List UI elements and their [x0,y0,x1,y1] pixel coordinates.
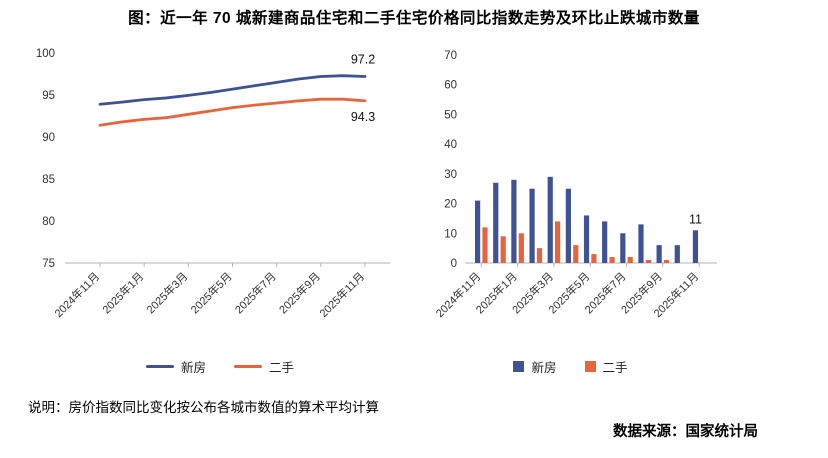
y-tick-label: 70 [444,50,457,62]
legend-label-new-home-bars: 新房 [531,361,557,375]
end-value-label: 94.3 [351,110,375,124]
y-tick-label: 95 [42,90,55,102]
second-hand-bar [555,221,561,263]
x-tick-label: 2025年1月 [99,269,146,316]
second-hand-bar [663,260,670,263]
second-hand-square-swatch [584,361,596,372]
new-home-bar [583,215,590,263]
legend-item-new-home-bars: 新房 [513,357,557,376]
x-tick-label: 2025年7月 [232,269,279,316]
new-home-line-swatch [145,365,174,368]
y-tick-label: 20 [444,199,457,211]
data-source: 数据来源：国家统计局 [613,424,758,440]
second-hand-bar [627,257,633,263]
second-hand-bar [518,233,524,263]
footnote: 说明：房价指数同比变化按公布各城市数值的算术平均计算 [28,400,379,415]
legend-label-second-hand-bars: 二手 [602,361,628,375]
new-home-bar [511,179,517,263]
y-tick-label: 50 [444,109,457,121]
legend-label-new-home: 新房 [180,361,206,375]
new-home-bar [656,245,662,263]
y-tick-label: 10 [444,228,457,240]
y-tick-label: 90 [42,132,55,144]
y-tick-label: 0 [451,258,457,270]
y-tick-label: 100 [36,48,55,60]
new-home-bar [475,200,481,263]
end-value-label: 97.2 [351,53,375,67]
x-tick-label: 2025年3月 [143,269,190,316]
new-home-bar [602,221,608,263]
new-home-bar [638,224,644,263]
second-hand-bar [645,260,651,263]
new-home-bar [529,188,535,263]
new-home-bar [565,188,571,263]
y-tick-label: 40 [444,139,457,151]
y-tick-label: 30 [444,169,457,181]
page-title: 图：近一年 70 城新建商品住宅和二手住宅价格同比指数走势及环比止跌城市数量 [128,10,700,27]
x-tick-label: 2025年5月 [188,269,235,316]
second-hand-bar [536,248,543,263]
new-home-square-swatch [513,361,525,372]
second-hand-bar [500,236,506,263]
legend-item-second-hand: 二手 [234,357,294,376]
second-hand-bar [573,245,579,263]
bar-chart-legend: 新房 二手 [478,357,663,376]
second-hand-line-swatch [234,365,262,368]
legend-label-second-hand: 二手 [269,361,295,375]
second-hand-bar [591,254,597,263]
legend-item-new-home: 新房 [145,357,206,376]
x-tick-label: 2024年11月 [51,269,102,320]
new-home-bar [674,245,680,263]
x-tick-label: 2025年9月 [276,269,323,316]
y-tick-label: 80 [42,216,55,228]
y-tick-label: 60 [444,80,457,92]
second-hand-bar [482,227,488,263]
x-tick-label: 2024年11月 [433,269,484,320]
line-chart-legend: 新房 二手 [95,357,345,376]
bar-value-label: 11 [689,212,702,226]
second-hand-line [98,97,367,127]
new-home-bar [692,230,699,263]
y-tick-label: 75 [42,258,55,270]
second-hand-bar [609,257,615,263]
y-tick-label: 85 [42,174,55,186]
new-home-bar [493,182,499,263]
new-home-bar [620,233,626,263]
line-chart: 75808590951002024年11月2025年1月2025年3月2025年… [36,48,390,320]
new-home-line [98,74,367,106]
legend-item-second-hand-bars: 二手 [584,357,628,376]
new-home-bar [547,176,553,263]
x-tick-label: 2025年11月 [316,269,367,320]
bar-chart: 0102030405060702024年11月2025年1月2025年3月202… [433,50,717,320]
